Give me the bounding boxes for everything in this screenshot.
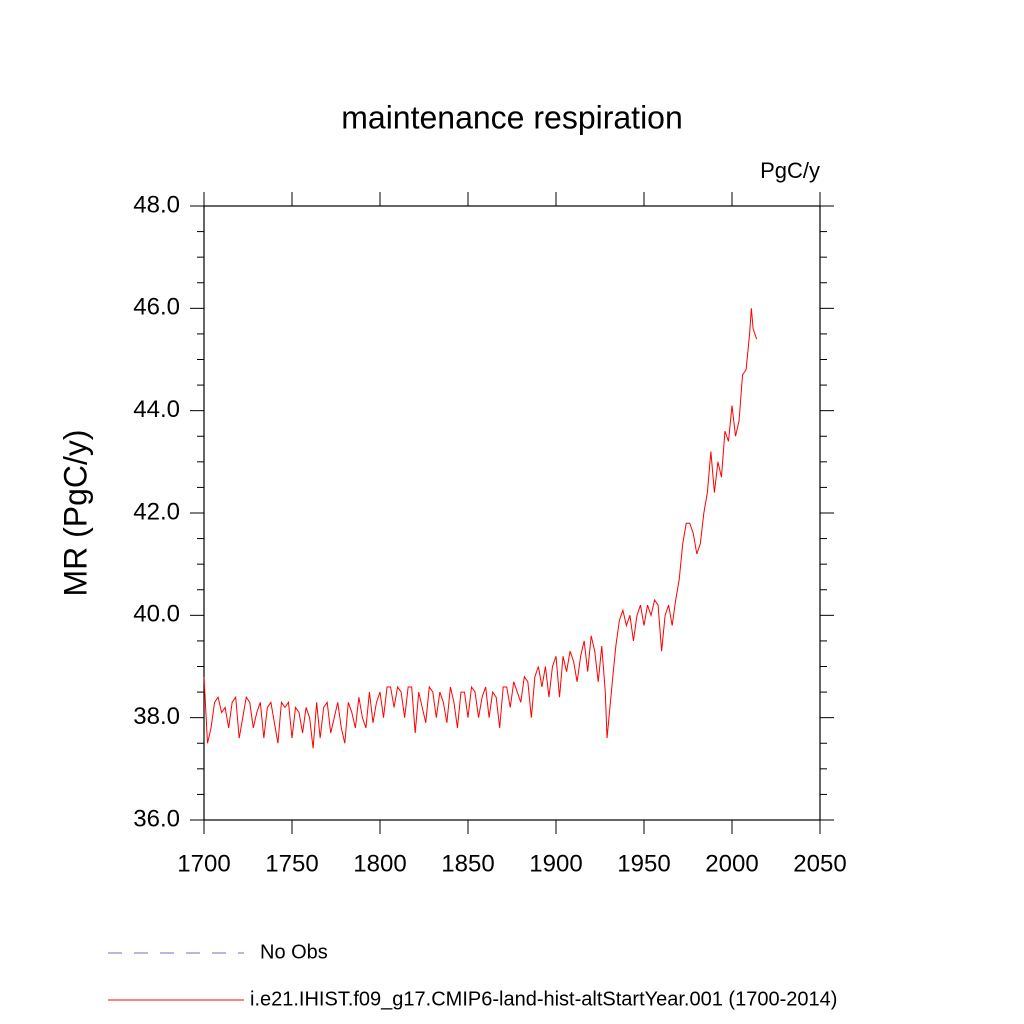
y-tick-label: 42.0 <box>133 498 180 525</box>
legend-label: No Obs <box>260 941 328 963</box>
legend-label: i.e21.IHIST.f09_g17.CMIP6-land-hist-altS… <box>250 988 837 1010</box>
plot-frame <box>203 205 821 821</box>
y-tick-label: 40.0 <box>133 601 180 628</box>
x-tick-label: 1700 <box>177 850 230 877</box>
x-tick-label: 2050 <box>793 850 846 877</box>
y-tick-label: 38.0 <box>133 703 180 730</box>
x-tick-label: 1900 <box>529 850 582 877</box>
x-tick-label: 1800 <box>353 850 406 877</box>
x-tick-label: 1750 <box>265 850 318 877</box>
x-tick-label: 1850 <box>441 850 494 877</box>
units-label: PgC/y <box>760 158 820 183</box>
y-axis-label: MR (PgC/y) <box>57 429 93 596</box>
x-tick-label: 2000 <box>705 850 758 877</box>
x-tick-label: 1950 <box>617 850 670 877</box>
y-tick-label: 36.0 <box>133 805 180 832</box>
y-tick-label: 44.0 <box>133 396 180 423</box>
y-tick-label: 48.0 <box>133 191 180 218</box>
data-line <box>203 308 758 749</box>
chart-title: maintenance respiration <box>341 99 683 135</box>
y-tick-label: 46.0 <box>133 294 180 321</box>
